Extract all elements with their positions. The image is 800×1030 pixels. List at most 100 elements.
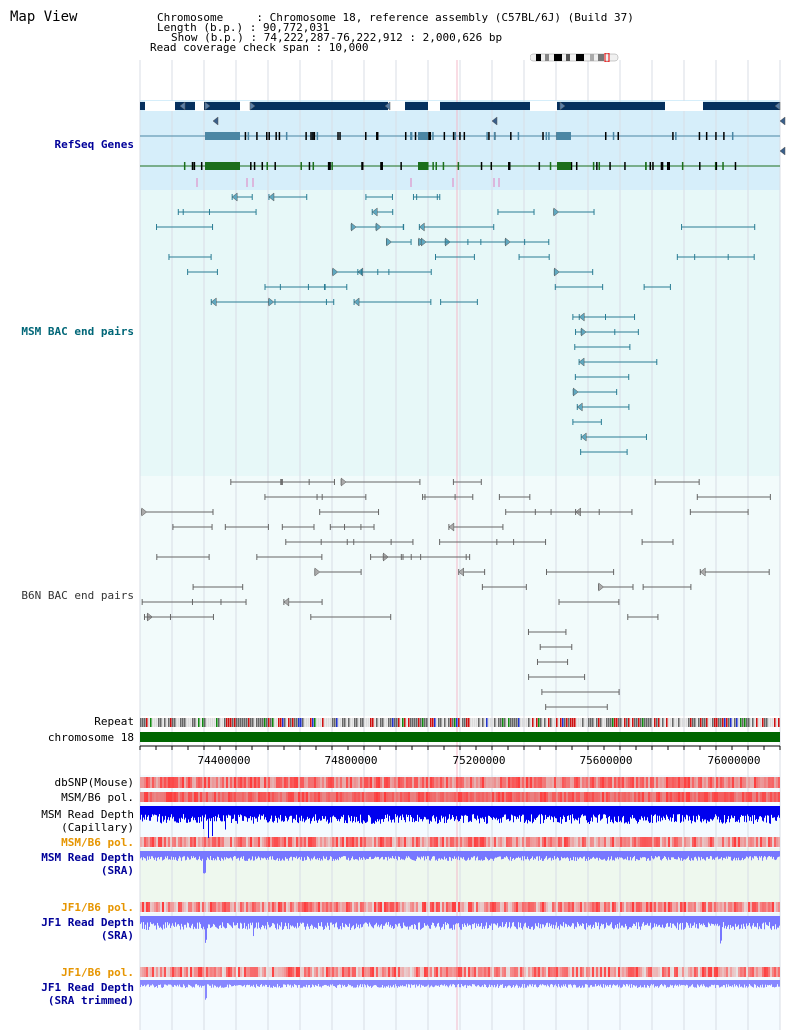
msm-sra-depth-bar [453, 851, 454, 860]
msm-capillary-depth-bar [248, 806, 249, 819]
msm-sra-depth-bar [173, 851, 174, 858]
msm-b6-pol-heat [558, 837, 560, 847]
msm-sra-depth-bar [545, 851, 546, 858]
msm-b6-pol-heat [592, 792, 594, 802]
jf1-trimmed-depth-bar [251, 980, 252, 986]
msm-b6-pol-heat [442, 792, 444, 802]
dbsnp-heat [706, 777, 708, 788]
msm-sra-depth-bar [344, 851, 345, 857]
msm-capillary-depth-bar [705, 806, 706, 820]
jf1-b6-pol-heat [440, 967, 442, 977]
msm-sra-depth-bar [268, 851, 269, 860]
jf1-trimmed-depth-bar [339, 980, 340, 985]
repeat-mark [388, 718, 390, 727]
repeat-mark [744, 718, 746, 727]
msm-b6-pol-heat [654, 837, 656, 847]
msm-b6-pol-heat [410, 792, 412, 802]
jf1-sra-depth-bar [691, 916, 692, 928]
jf1-b6-pol-heat [408, 902, 410, 912]
jf1-b6-pol-heat [308, 967, 310, 977]
msm-b6-pol-heat [276, 837, 278, 847]
jf1-trimmed-depth-bar [666, 980, 667, 988]
jf1-sra-depth-bar [628, 916, 629, 929]
msm-b6-pol-heat [694, 792, 696, 802]
msm-b6-pol-heat [454, 837, 456, 847]
jf1-sra-depth-bar [665, 916, 666, 927]
msm-capillary-depth-bar [200, 806, 201, 818]
jf1-b6-pol-heat [432, 902, 434, 912]
msm-b6-pol-heat [770, 792, 772, 802]
jf1-trimmed-depth-bar [173, 980, 174, 987]
jf1-trimmed-depth-bar [298, 980, 299, 986]
jf1-sra-depth-bar [625, 916, 626, 924]
jf1-b6-pol-heat [250, 967, 252, 977]
msm-sra-depth-bar [512, 851, 513, 859]
msm-sra-depth-bar [155, 851, 156, 858]
msm-capillary-depth-bar [163, 806, 164, 822]
jf1-trimmed-depth-bar [566, 980, 567, 987]
msm-capillary-depth-bar [303, 806, 304, 819]
repeat-mark [178, 718, 180, 727]
jf1-sra-depth-bar [605, 916, 606, 928]
msm-capillary-depth-bar [436, 806, 437, 817]
jf1-b6-pol-heat [514, 967, 516, 977]
jf1-sra-depth-bar [540, 916, 541, 925]
msm-capillary-depth-bar [238, 806, 239, 815]
jf1-b6-pol-heat [410, 967, 412, 977]
jf1-b6-pol-heat [738, 967, 740, 977]
msm-capillary-depth-bar [763, 806, 764, 822]
msm-sra-depth-bar [505, 851, 506, 858]
jf1-sra-depth-bar [775, 916, 776, 925]
msm-sra-depth-bar [775, 851, 776, 861]
dbsnp-heat [646, 777, 648, 788]
msm-b6-pol-heat [168, 792, 170, 802]
msm-capillary-depth-bar [423, 806, 424, 820]
dbsnp-heat [450, 777, 452, 788]
jf1-sra-depth-bar [567, 916, 568, 927]
jf1-b6-pol-heat [740, 967, 742, 977]
jf1-b6-pol-heat [650, 967, 652, 977]
jf1-b6-pol-heat [526, 967, 528, 977]
jf1-b6-pol-heat [326, 902, 328, 912]
repeat-mark [338, 718, 340, 727]
msm-sra-depth-bar [550, 851, 551, 858]
msm-sra-depth-bar [434, 851, 435, 857]
msm-capillary-depth-bar [323, 806, 324, 819]
jf1-trimmed-depth-bar [440, 980, 441, 986]
msm-sra-depth-bar [261, 851, 262, 858]
msm-b6-pol-heat [490, 837, 492, 847]
jf1-trimmed-depth-bar [560, 980, 561, 988]
jf1-trimmed-depth-bar [663, 980, 664, 987]
msm-capillary-depth-bar [636, 806, 637, 821]
jf1-trimmed-depth-bar [624, 980, 625, 985]
msm-b6-pol-heat [718, 792, 720, 802]
repeat-mark [324, 718, 326, 727]
msm-capillary-depth-bar [301, 806, 302, 816]
jf1-b6-pol-heat [300, 967, 302, 977]
jf1-b6-pol-heat [218, 902, 220, 912]
jf1-trimmed-depth-bar [404, 980, 405, 987]
jf1-sra-depth-bar [476, 916, 477, 924]
jf1-trimmed-depth-bar [508, 980, 509, 986]
jf1-b6-pol-heat [474, 902, 476, 912]
jf1-b6-pol-heat [358, 967, 360, 977]
msm-sra-depth-bar [770, 851, 771, 857]
msm-b6-pol-heat [298, 792, 300, 802]
exon-mark [705, 132, 708, 140]
msm-sra-depth-bar [436, 851, 437, 860]
jf1-trimmed-depth-bar [510, 980, 511, 987]
jf1-sra-depth-bar [375, 916, 376, 925]
jf1-sra-depth-bar [284, 916, 285, 927]
jf1-b6-pol-heat [758, 967, 760, 977]
jf1-trimmed-depth-bar [670, 980, 671, 985]
dbsnp-heat [244, 777, 246, 788]
jf1-b6-pol-heat [488, 902, 490, 912]
jf1-b6-pol-heat [446, 967, 448, 977]
msm-b6-pol-heat [666, 837, 668, 847]
dbsnp-heat [600, 777, 602, 788]
msm-b6-pol-heat [742, 837, 744, 847]
jf1-sra-depth-bar [278, 916, 279, 930]
msm-capillary-depth-bar [715, 806, 716, 815]
msm-b6-pol-heat [174, 837, 176, 847]
